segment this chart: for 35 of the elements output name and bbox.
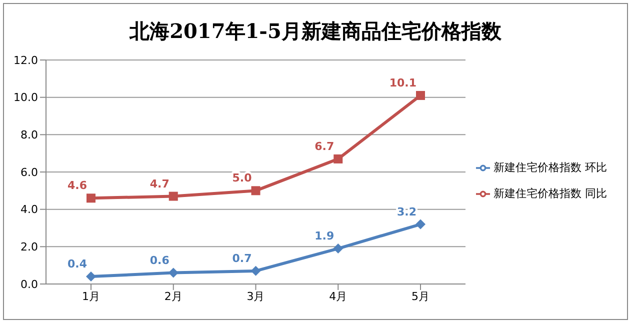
point	[168, 192, 178, 201]
y-tick-label: 6.0	[20, 166, 38, 179]
data-label: 0.6	[150, 254, 170, 267]
legend-label: 新建住宅价格指数 环比	[494, 161, 607, 174]
data-label: 1.9	[314, 230, 334, 243]
data-label: 0.4	[68, 258, 88, 271]
data-label: 6.7	[314, 140, 334, 153]
data-label: 10.1	[389, 76, 416, 90]
data-label: 4.7	[150, 177, 170, 190]
chart-title: 北海2017年1-5月新建商品住宅价格指数	[128, 18, 502, 45]
data-label: 0.7	[232, 252, 252, 265]
x-tick-label: 4月	[329, 290, 348, 303]
point	[250, 266, 261, 276]
data-label: 5.0	[232, 172, 252, 185]
point	[86, 194, 96, 203]
point	[416, 90, 425, 100]
x-tick-label: 5月	[412, 290, 430, 303]
y-tick-label: 0.0	[20, 278, 38, 291]
y-tick-label: 10.0	[14, 91, 38, 104]
data-label: 4.6	[68, 179, 88, 192]
point	[334, 154, 343, 164]
point	[168, 268, 178, 278]
data-label: 3.2	[397, 205, 416, 218]
y-tick-label: 8.0	[20, 128, 38, 142]
x-tick-label: 1月	[82, 290, 100, 303]
y-tick-label: 2.0	[20, 240, 38, 254]
y-tick-label: 12.0	[14, 54, 38, 67]
x-tick-label: 3月	[246, 290, 265, 303]
y-tick-label: 4.0	[20, 203, 38, 216]
x-tick-label: 2月	[164, 290, 182, 303]
legend-label: 新建住宅价格指数 同比	[494, 187, 607, 200]
point	[333, 244, 344, 254]
point	[251, 186, 260, 196]
point	[416, 219, 426, 230]
point	[86, 272, 96, 282]
